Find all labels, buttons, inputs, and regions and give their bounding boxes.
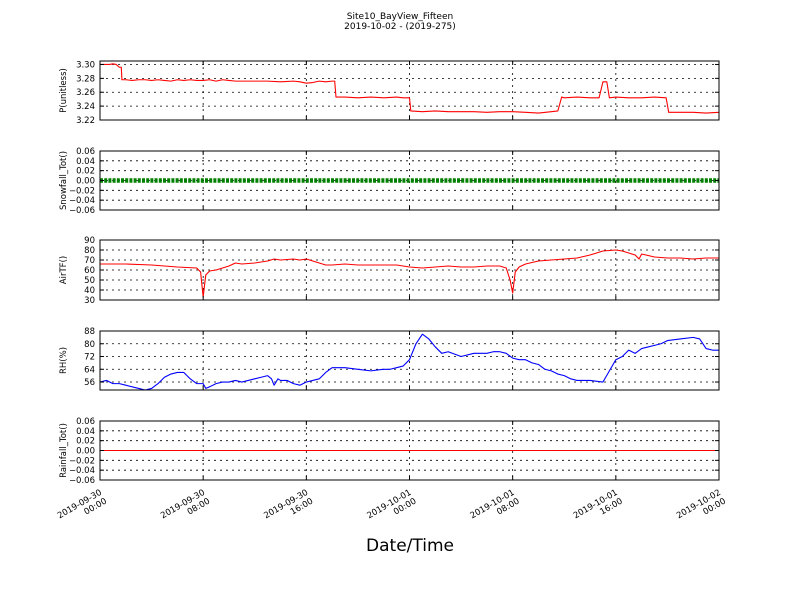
- series-line-panel-3: [99, 333, 719, 391]
- y-tick-label: 3.26: [76, 88, 95, 98]
- panels: 3.303.283.263.243.22P(unitless)0.060.040…: [59, 60, 720, 486]
- y-tick-label: 0.06: [76, 147, 95, 157]
- panel-3: 88 80 72 64 56 RH(%): [59, 327, 720, 391]
- y-tick-label: 80: [84, 246, 95, 256]
- chart-title: Site10_BayView_Fifteen: [347, 12, 453, 22]
- y-tick-label: 0.06: [76, 417, 95, 427]
- series-line-panel-0: [100, 63, 720, 114]
- y-tick-label: −0.04: [69, 196, 95, 206]
- y-tick-label: 3.28: [76, 74, 95, 84]
- y-tick-label: 0.02: [76, 437, 95, 447]
- y-tick-label: 90: [84, 236, 95, 246]
- y-tick-label: 0.04: [76, 427, 95, 437]
- y-tick-label: 3.22: [76, 116, 95, 126]
- y-tick-label: 60: [84, 266, 95, 276]
- y-tick-label: 3.24: [76, 102, 95, 112]
- panel-0: 3.30 3.28 3.26 3.24 3.22 P(unitless): [59, 60, 720, 126]
- chart-subtitle: 2019-10-02 - (2019-275): [344, 22, 456, 32]
- series-line-panel-2: [100, 249, 719, 298]
- y-axis-label: P(unitless): [59, 68, 69, 113]
- y-tick-label: 0.00: [76, 177, 95, 187]
- plot-frame: [99, 60, 720, 121]
- y-tick-label: 0.02: [76, 167, 95, 177]
- y-tick-label: −0.06: [69, 206, 95, 216]
- y-tick-label: 3.30: [76, 60, 95, 70]
- y-axis-label: AirTF(): [59, 256, 69, 284]
- y-tick-label: 80: [84, 340, 95, 350]
- y-tick-label: 30: [84, 296, 95, 306]
- y-tick-label: 0.04: [76, 157, 95, 167]
- y-tick-label: 64: [84, 365, 95, 375]
- y-axis-label: RH(%): [59, 347, 69, 374]
- y-tick-label: −0.02: [69, 186, 95, 196]
- panel-1: 0.060.040.020.00−0.02−0.04−0.06Snowfall_…: [59, 147, 720, 216]
- y-tick-label: 70: [84, 256, 95, 266]
- panel-4: 0.060.040.020.00−0.02−0.04−0.06Rainfall_…: [59, 417, 720, 486]
- y-tick-label: −0.04: [69, 466, 95, 476]
- y-tick-label: 50: [84, 276, 95, 286]
- y-tick-label: −0.02: [69, 456, 95, 466]
- y-tick-label: 0.00: [76, 447, 95, 457]
- y-tick-label: 56: [84, 378, 95, 388]
- y-tick-label: −0.06: [69, 476, 95, 486]
- y-tick-label: 72: [84, 353, 95, 363]
- x-axis-label: Date/Time: [366, 536, 454, 556]
- y-axis-label: Rainfall_Tot(): [59, 423, 69, 478]
- y-axis-label: Snowfall_Tot(): [59, 151, 69, 210]
- y-tick-label: 88: [84, 327, 95, 337]
- y-tick-label: 40: [84, 286, 95, 296]
